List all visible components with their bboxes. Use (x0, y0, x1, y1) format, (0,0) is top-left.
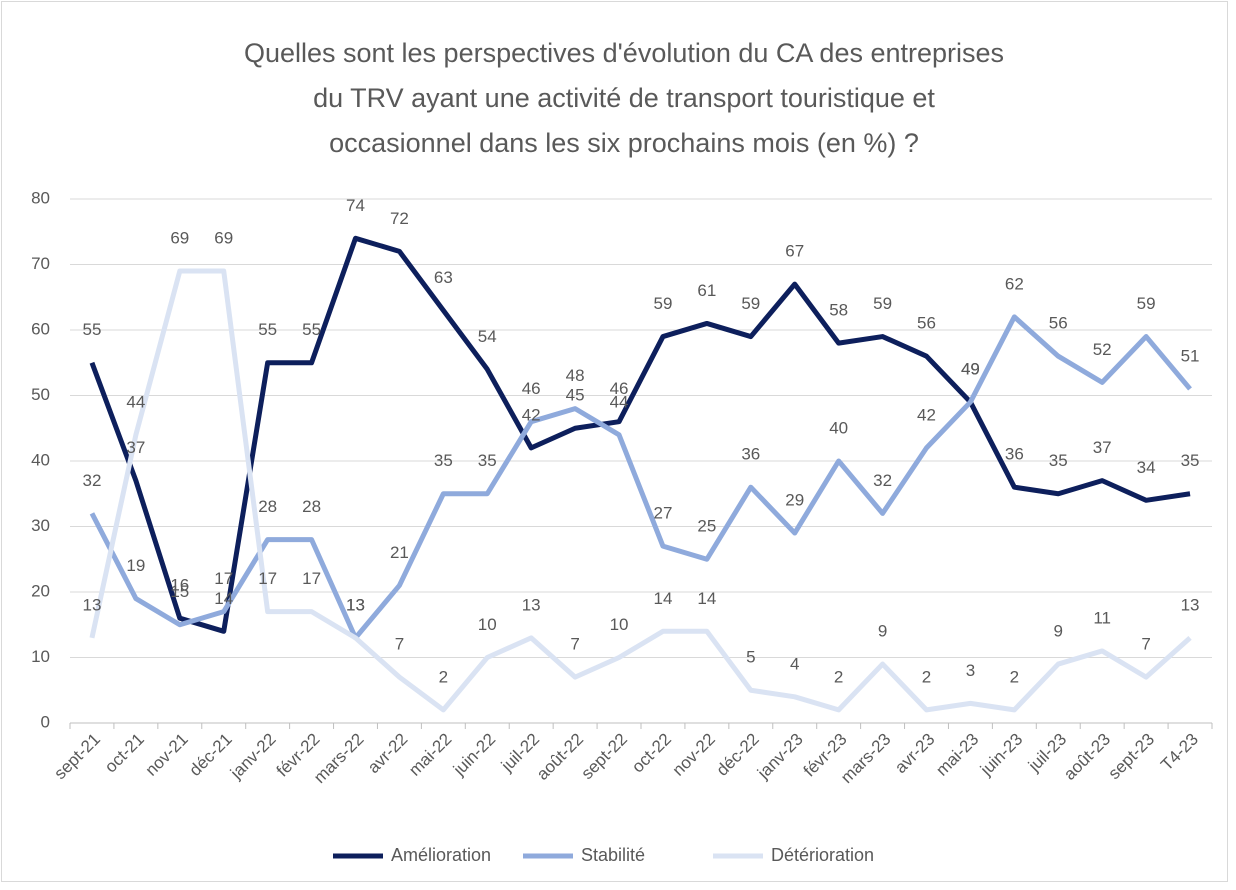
data-label: 27 (654, 504, 673, 523)
data-label: 13 (1181, 595, 1200, 614)
data-label: 58 (829, 301, 848, 320)
data-label: 52 (1093, 340, 1112, 359)
data-label: 69 (170, 229, 189, 248)
data-label: 2 (922, 667, 931, 686)
data-label: 59 (1137, 294, 1156, 313)
y-tick-label: 80 (31, 188, 50, 207)
chart-title: Quelles sont les perspectives d'évolutio… (244, 38, 1004, 68)
data-label: 15 (170, 582, 189, 601)
y-tick-label: 70 (31, 254, 50, 273)
data-label: 28 (258, 497, 277, 516)
data-label: 62 (1005, 274, 1024, 293)
data-label: 35 (1049, 451, 1068, 470)
data-label: 35 (478, 451, 497, 470)
y-tick-label: 40 (31, 450, 50, 469)
data-label: 28 (302, 497, 321, 516)
data-label: 56 (1049, 314, 1068, 333)
y-tick-label: 0 (41, 712, 50, 731)
data-label: 10 (610, 615, 629, 634)
data-label: 3 (966, 661, 975, 680)
legend-label: Détérioration (771, 845, 874, 865)
legend-label: Stabilité (581, 845, 645, 865)
data-label: 45 (566, 386, 585, 405)
data-label: 2 (1010, 667, 1019, 686)
data-label: 36 (741, 445, 760, 464)
data-label: 4 (790, 654, 799, 673)
data-label: 13 (83, 595, 102, 614)
y-tick-label: 10 (31, 647, 50, 666)
data-label: 21 (390, 543, 409, 562)
data-label: 46 (610, 379, 629, 398)
y-tick-label: 50 (31, 385, 50, 404)
data-label: 55 (302, 320, 321, 339)
data-label: 69 (214, 229, 233, 248)
data-label: 7 (1141, 635, 1150, 654)
data-label: 49 (961, 360, 980, 379)
data-label: 29 (785, 491, 804, 510)
data-label: 59 (873, 294, 892, 313)
data-label: 46 (522, 379, 541, 398)
data-label: 19 (126, 556, 145, 575)
data-label: 7 (395, 635, 404, 654)
chart-title: du TRV ayant une activité de transport t… (313, 83, 935, 113)
y-tick-label: 30 (31, 516, 50, 535)
data-label: 16 (170, 576, 189, 595)
data-label: 59 (741, 294, 760, 313)
data-label: 9 (878, 622, 887, 641)
data-label: 17 (258, 569, 277, 588)
data-label: 63 (434, 268, 453, 287)
chart-title: occasionnel dans les six prochains mois … (329, 128, 919, 158)
data-label: 5 (746, 648, 755, 667)
data-label: 49 (961, 360, 980, 379)
data-label: 7 (570, 635, 579, 654)
data-label: 44 (126, 392, 145, 411)
data-label: 35 (434, 451, 453, 470)
data-label: 14 (654, 589, 673, 608)
data-label: 34 (1137, 458, 1156, 477)
data-label: 74 (346, 196, 365, 215)
data-label: 37 (126, 438, 145, 457)
data-label: 35 (1181, 451, 1200, 470)
data-label: 51 (1181, 346, 1200, 365)
data-label: 59 (654, 294, 673, 313)
data-label: 40 (829, 418, 848, 437)
data-label: 13 (522, 595, 541, 614)
data-label: 44 (610, 392, 629, 411)
data-label: 11 (1093, 608, 1111, 627)
data-label: 2 (439, 667, 448, 686)
data-label: 17 (214, 569, 233, 588)
data-label: 56 (917, 314, 936, 333)
data-line (89, 268, 1192, 713)
data-label: 48 (566, 366, 585, 385)
data-label: 13 (346, 595, 365, 614)
data-label: 10 (478, 615, 497, 634)
data-label: 55 (83, 320, 102, 339)
y-tick-label: 60 (31, 319, 50, 338)
data-label: 25 (697, 517, 716, 536)
data-label: 2 (834, 667, 843, 686)
data-label: 14 (214, 589, 233, 608)
data-label: 42 (917, 405, 936, 424)
data-label: 14 (697, 589, 716, 608)
data-label: 13 (346, 595, 365, 614)
data-label: 72 (390, 209, 409, 228)
data-label: 17 (302, 569, 321, 588)
y-tick-label: 20 (31, 581, 50, 600)
data-label: 54 (478, 327, 497, 346)
data-line (89, 235, 1191, 634)
data-label: 32 (83, 471, 102, 490)
data-label: 55 (258, 320, 277, 339)
data-line (89, 314, 1192, 641)
data-label: 42 (522, 405, 541, 424)
data-label: 61 (697, 281, 716, 300)
data-label: 9 (1054, 622, 1063, 641)
data-label: 32 (873, 471, 892, 490)
data-label: 37 (1093, 438, 1112, 457)
data-label: 36 (1005, 445, 1024, 464)
legend-label: Amélioration (391, 845, 491, 865)
data-label: 67 (785, 242, 804, 261)
